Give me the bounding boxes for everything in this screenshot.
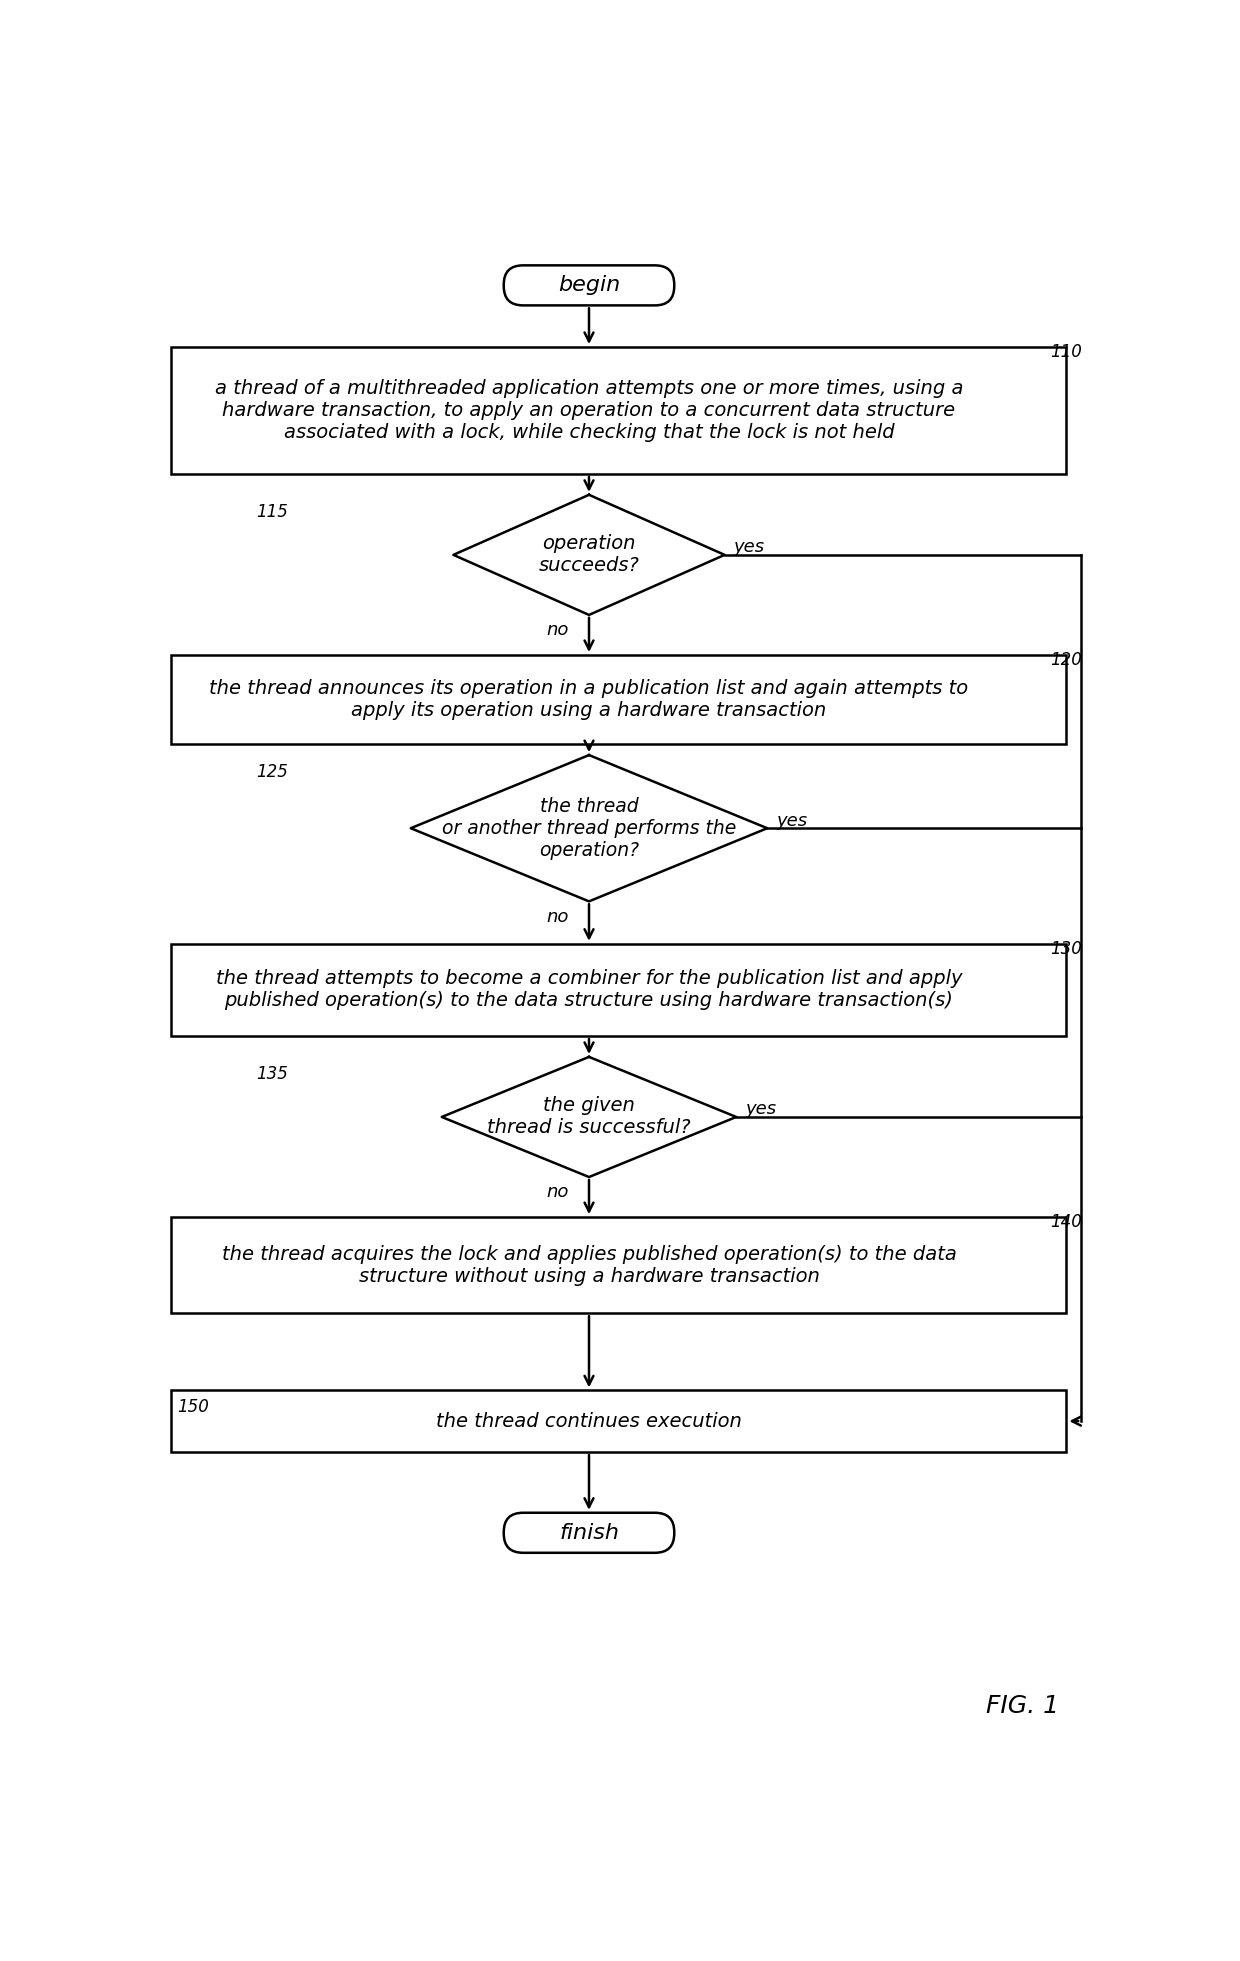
Text: 150: 150 xyxy=(176,1398,208,1416)
Text: begin: begin xyxy=(558,275,620,296)
Text: no: no xyxy=(547,1182,569,1202)
Text: the thread announces its operation in a publication list and again attempts to
a: the thread announces its operation in a … xyxy=(210,679,968,720)
Text: 110: 110 xyxy=(1050,343,1083,361)
Text: 120: 120 xyxy=(1050,651,1083,669)
Text: 135: 135 xyxy=(255,1065,288,1082)
Text: finish: finish xyxy=(559,1524,619,1543)
Text: 115: 115 xyxy=(255,502,288,520)
Bar xyxy=(171,347,1065,475)
Bar xyxy=(171,1218,1065,1314)
Text: yes: yes xyxy=(776,812,807,830)
Text: 140: 140 xyxy=(1050,1214,1083,1232)
FancyBboxPatch shape xyxy=(503,1512,675,1553)
FancyBboxPatch shape xyxy=(503,265,675,306)
Bar xyxy=(171,1390,1065,1451)
Text: yes: yes xyxy=(745,1100,776,1118)
Bar xyxy=(171,943,1065,1035)
Text: a thread of a multithreaded application attempts one or more times, using a
hard: a thread of a multithreaded application … xyxy=(215,378,963,441)
Text: no: no xyxy=(547,622,569,639)
Text: operation
succeeds?: operation succeeds? xyxy=(538,533,640,575)
Text: 130: 130 xyxy=(1050,939,1083,957)
Bar xyxy=(171,655,1065,743)
Text: no: no xyxy=(547,908,569,926)
Text: yes: yes xyxy=(734,537,765,557)
Text: FIG. 1: FIG. 1 xyxy=(987,1694,1059,1718)
Text: the thread continues execution: the thread continues execution xyxy=(436,1412,742,1432)
Text: the given
thread is successful?: the given thread is successful? xyxy=(487,1096,691,1137)
Text: 125: 125 xyxy=(255,763,288,780)
Text: the thread attempts to become a combiner for the publication list and apply
publ: the thread attempts to become a combiner… xyxy=(216,969,962,1010)
Text: the thread
or another thread performs the
operation?: the thread or another thread performs th… xyxy=(441,796,737,859)
Text: the thread acquires the lock and applies published operation(s) to the data
stru: the thread acquires the lock and applies… xyxy=(222,1245,956,1286)
